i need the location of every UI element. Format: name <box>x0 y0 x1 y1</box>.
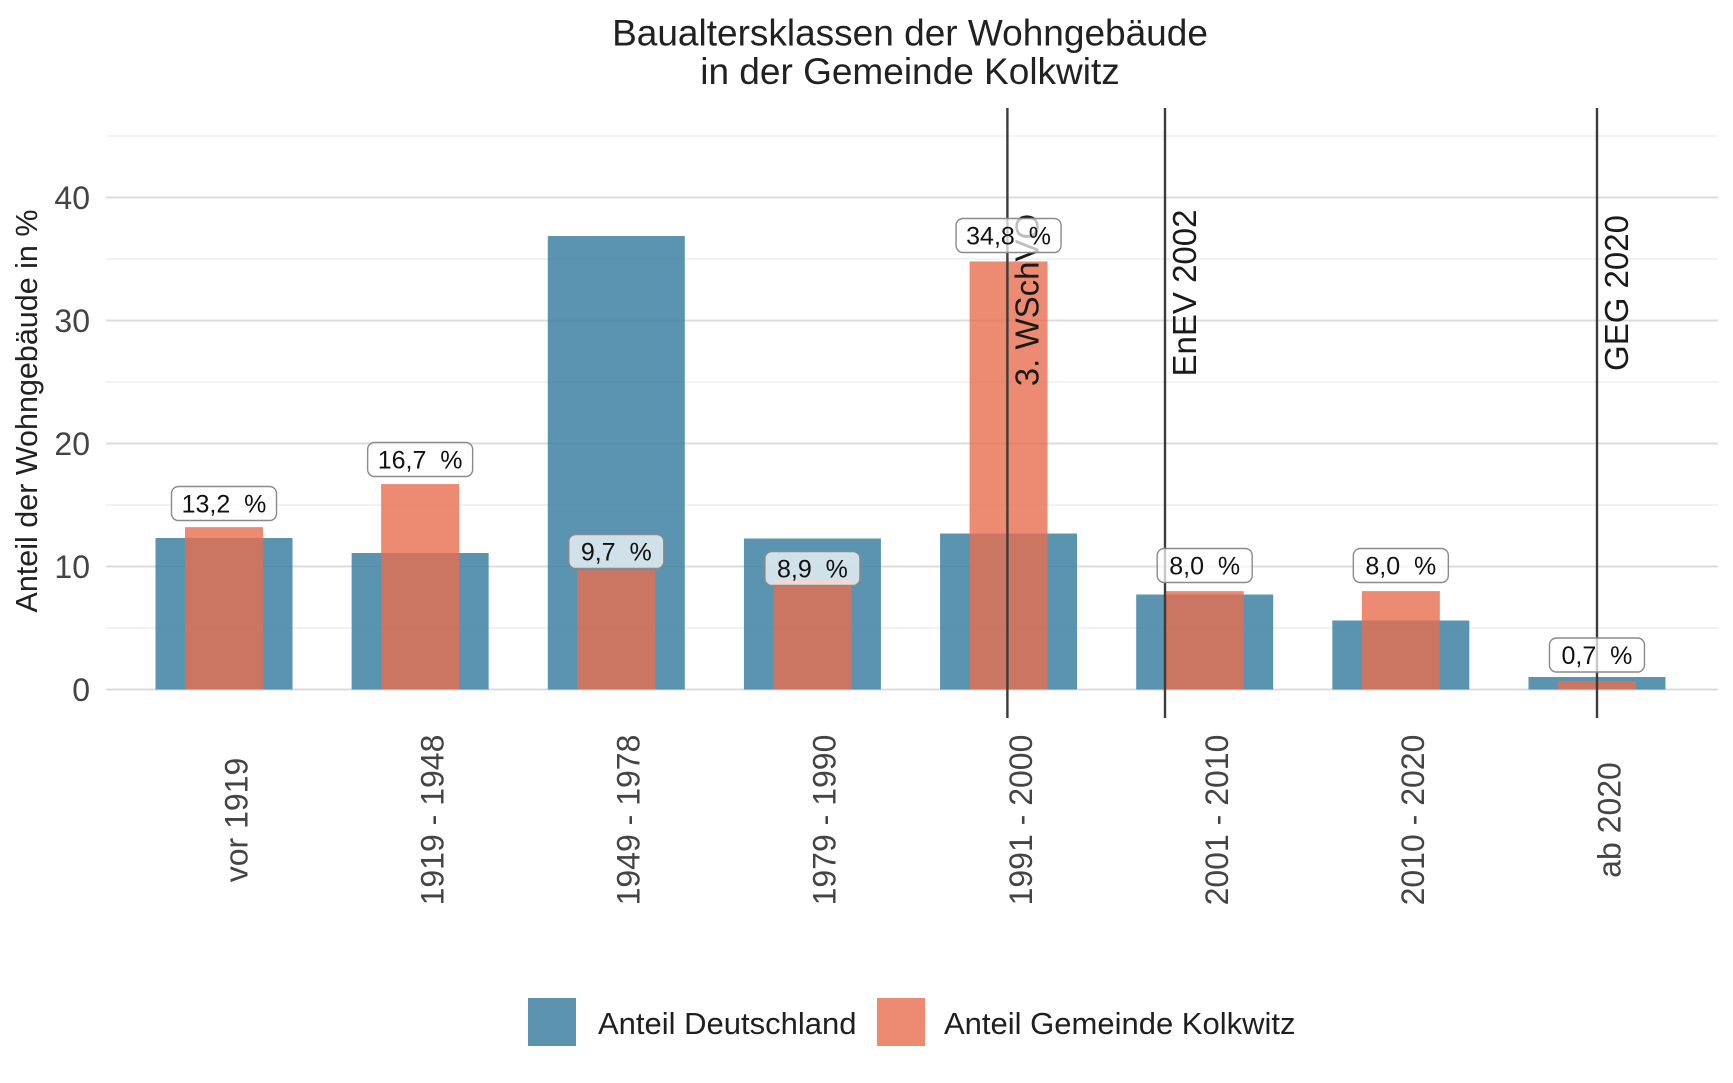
svg-text:16,7 %: 16,7 % <box>378 446 463 474</box>
svg-text:0,7 %: 0,7 % <box>1562 642 1633 670</box>
svg-text:2001 - 2010: 2001 - 2010 <box>1199 735 1235 906</box>
svg-text:10: 10 <box>54 549 90 585</box>
svg-text:1979 - 1990: 1979 - 1990 <box>807 735 843 906</box>
svg-text:in der Gemeinde Kolkwitz: in der Gemeinde Kolkwitz <box>700 51 1120 92</box>
svg-text:1991 - 2000: 1991 - 2000 <box>1003 735 1039 906</box>
svg-text:vor 1919: vor 1919 <box>218 758 254 883</box>
svg-text:Baualtersklassen der Wohngebäu: Baualtersklassen der Wohngebäude <box>612 13 1208 54</box>
svg-text:0: 0 <box>72 672 90 708</box>
svg-text:30: 30 <box>54 303 90 339</box>
svg-text:ab 2020: ab 2020 <box>1591 762 1627 878</box>
svg-text:8,0 %: 8,0 % <box>1169 552 1240 580</box>
svg-text:Anteil Deutschland: Anteil Deutschland <box>598 1006 857 1041</box>
svg-text:34,8 %: 34,8 % <box>966 222 1051 250</box>
svg-text:Anteil der Wohngebäude in %: Anteil der Wohngebäude in % <box>10 210 44 613</box>
svg-text:GEG 2020: GEG 2020 <box>1598 215 1635 371</box>
svg-text:1919 - 1948: 1919 - 1948 <box>414 735 450 906</box>
svg-text:9,7 %: 9,7 % <box>581 538 652 566</box>
svg-text:2010 - 2020: 2010 - 2020 <box>1395 735 1431 906</box>
svg-text:8,9 %: 8,9 % <box>777 555 848 583</box>
svg-text:40: 40 <box>54 180 90 216</box>
svg-text:Anteil Gemeinde Kolkwitz: Anteil Gemeinde Kolkwitz <box>944 1006 1296 1041</box>
svg-text:13,2 %: 13,2 % <box>182 490 267 518</box>
svg-text:8,0 %: 8,0 % <box>1365 552 1436 580</box>
svg-text:EnEV 2002: EnEV 2002 <box>1166 210 1203 377</box>
svg-text:20: 20 <box>54 426 90 462</box>
svg-text:1949 - 1978: 1949 - 1978 <box>611 735 647 906</box>
